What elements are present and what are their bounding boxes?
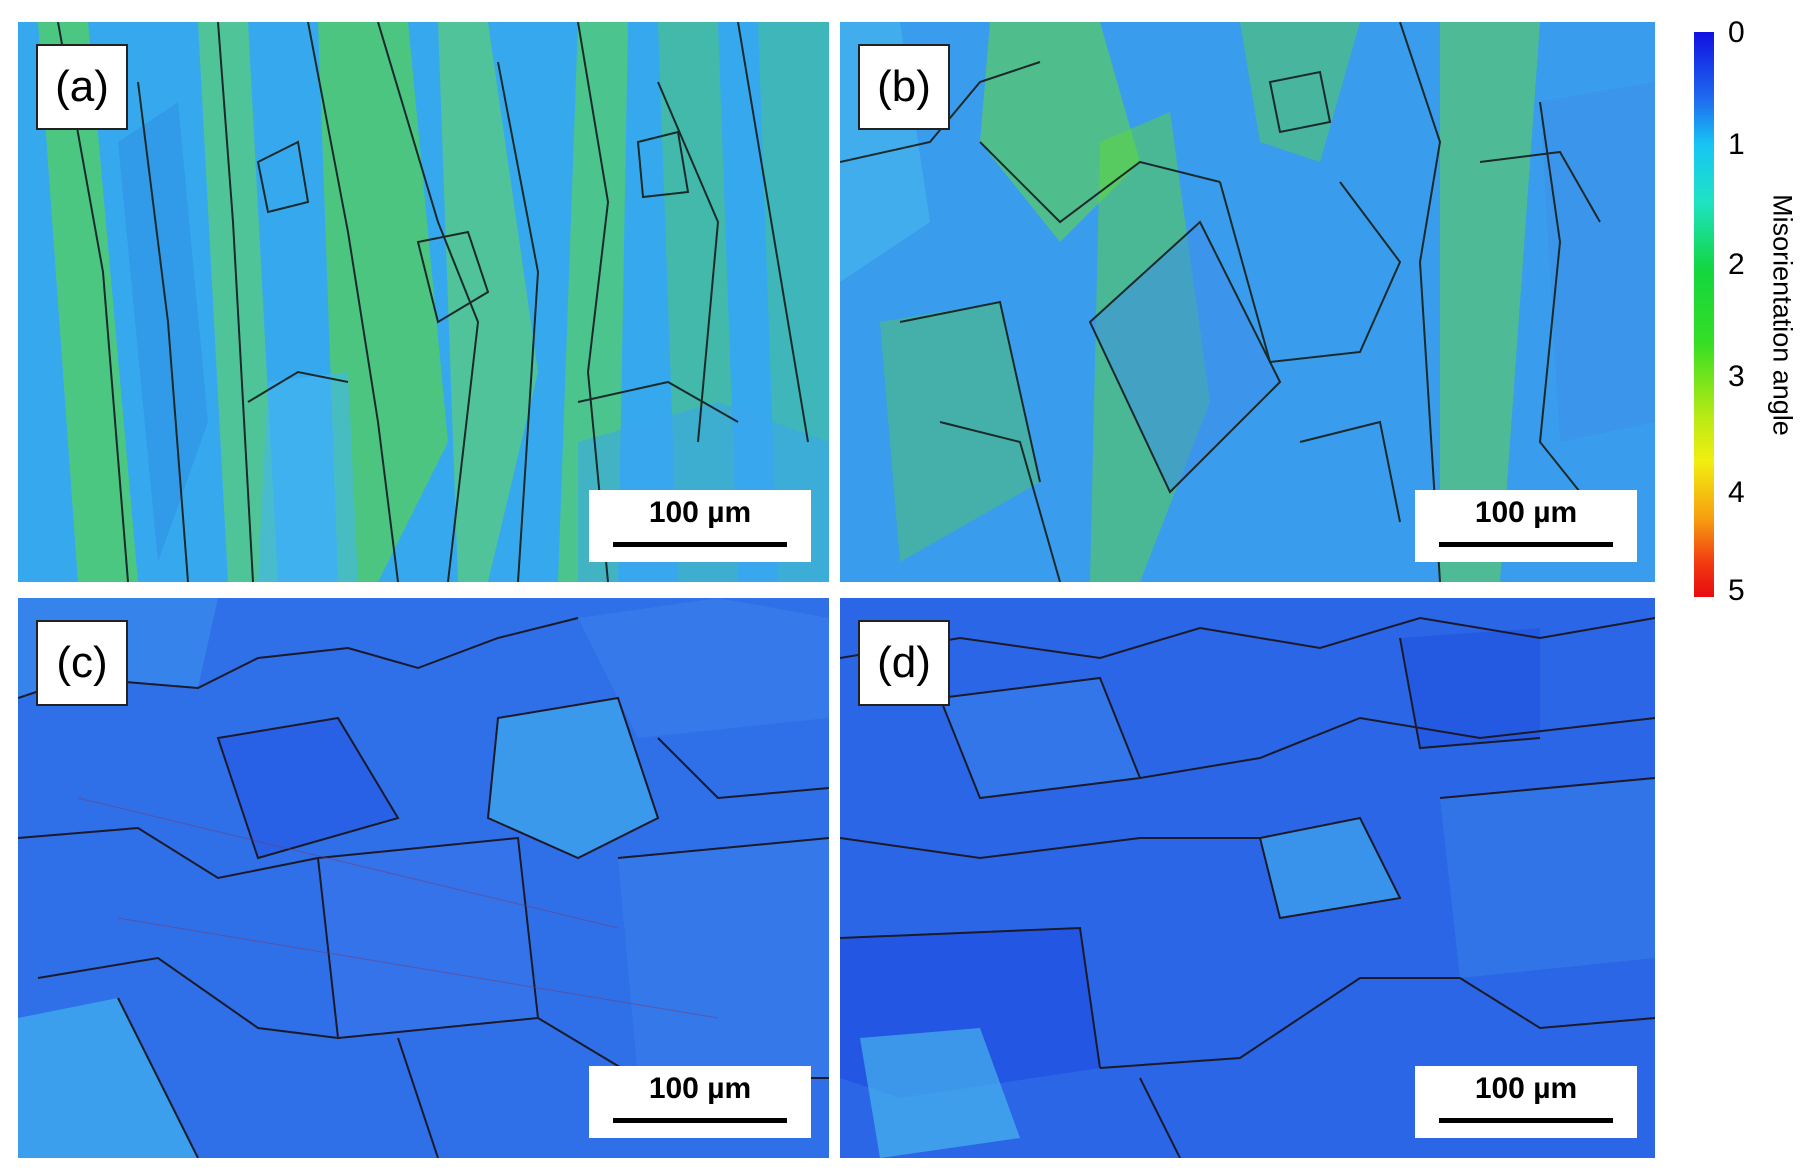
panel-label: (b) [858, 44, 950, 130]
colorbar-tick-1: 1 [1728, 128, 1745, 161]
map-image-c [18, 598, 829, 1158]
misorientation-map-a: (a) 100 µm [18, 22, 829, 582]
scale-bar: 100 µm [1415, 1066, 1637, 1138]
scale-bar: 100 µm [1415, 490, 1637, 562]
scale-bar-label: 100 µm [1474, 496, 1578, 529]
scale-bar-line [613, 542, 787, 547]
scale-bar: 100 µm [589, 490, 811, 562]
colorbar-tick-5: 5 [1728, 574, 1745, 607]
panel-label: (a) [36, 44, 128, 130]
colorbar-tick-2: 2 [1728, 248, 1745, 281]
colorbar-title: Misorientation angle [1767, 194, 1798, 436]
panel-label: (c) [36, 620, 128, 706]
scale-bar: 100 µm [589, 1066, 811, 1138]
scale-bar-line [613, 1118, 787, 1123]
map-image-d [840, 598, 1655, 1158]
colorbar-tick-4: 4 [1728, 476, 1745, 509]
scale-bar-line [1439, 1118, 1613, 1123]
map-image-b [840, 22, 1655, 582]
color-scale-bar [1694, 32, 1714, 597]
misorientation-map-b: (b) 100 µm [840, 22, 1655, 582]
colorbar-tick-0: 0 [1728, 16, 1745, 49]
misorientation-map-c: (c) 100 µm [18, 598, 829, 1158]
scale-bar-label: 100 µm [1474, 1072, 1578, 1105]
misorientation-map-d: (d) 100 µm [840, 598, 1655, 1158]
panel-label: (d) [858, 620, 950, 706]
scale-bar-label: 100 µm [648, 496, 752, 529]
colorbar-tick-3: 3 [1728, 360, 1745, 393]
scale-bar-line [1439, 542, 1613, 547]
scale-bar-label: 100 µm [648, 1072, 752, 1105]
